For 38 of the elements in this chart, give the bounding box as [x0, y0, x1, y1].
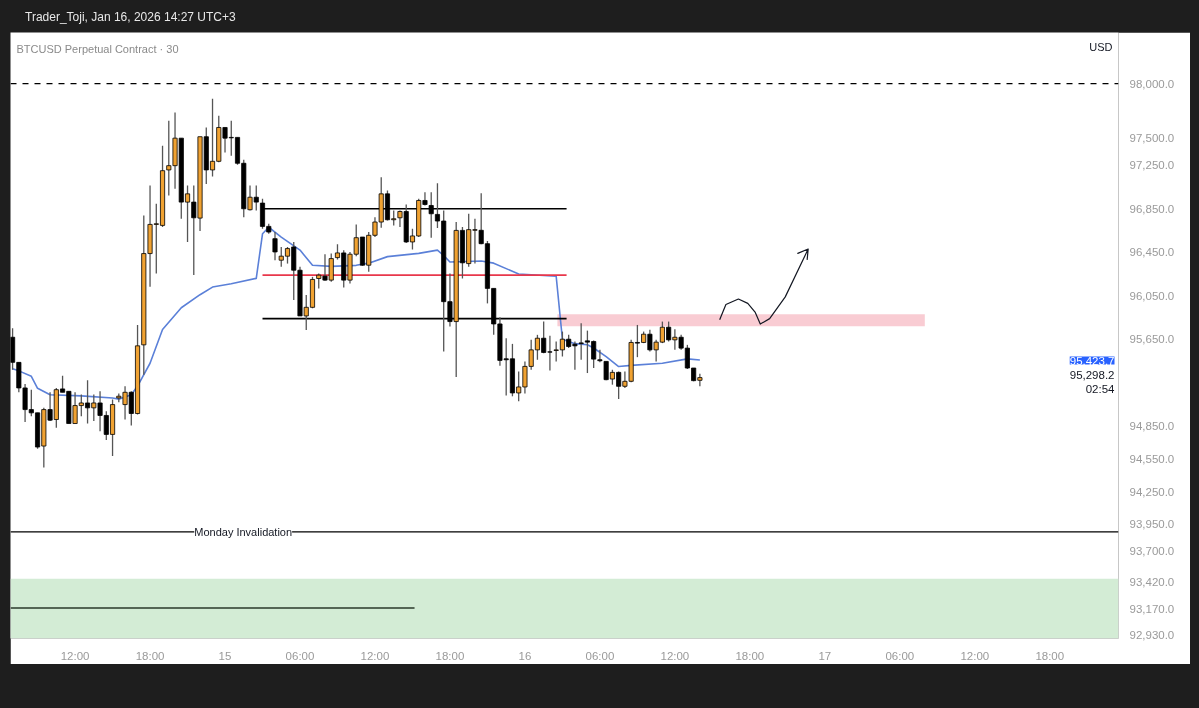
y-tick-label: 97,250.0 — [1129, 159, 1175, 172]
y-tick-label: 96,450.0 — [1129, 246, 1175, 259]
candlestick — [272, 231, 278, 261]
y-tick-label: 93,950.0 — [1129, 518, 1175, 531]
y-tick-label: 96,050.0 — [1129, 289, 1175, 302]
y-tick-label: 96,850.0 — [1129, 202, 1175, 215]
y-tick-label: 92,930.0 — [1129, 629, 1175, 642]
y-tick-label: 94,250.0 — [1129, 485, 1175, 498]
annotation: 02:54 — [1085, 382, 1116, 395]
y-tick-label: 98,000.0 — [1129, 77, 1175, 90]
x-tick-label: 15 — [218, 649, 232, 662]
x-tick-label: 18:00 — [435, 649, 465, 662]
x-tick-label: 12:00 — [960, 649, 990, 662]
x-tick-label: 18:00 — [735, 649, 765, 662]
ref-line-label: Monday Invalidation — [194, 525, 293, 538]
x-tick-label: 06:00 — [885, 649, 915, 662]
y-tick-label: 95,650.0 — [1129, 333, 1175, 346]
line-series — [719, 248, 809, 325]
x-tick-label: 16 — [518, 649, 532, 662]
x-tick-label: 12:00 — [360, 649, 390, 662]
x-tick-label: 17 — [818, 649, 832, 662]
chart-subtitle: Trader_Toji, Jan 16, 2026 14:27 UTC+3 — [25, 9, 236, 26]
x-tick-label: 06:00 — [285, 649, 315, 662]
x-tick-label: 12:00 — [60, 649, 90, 662]
y-tick-label: 94,550.0 — [1129, 452, 1175, 465]
x-tick-label: 06:00 — [585, 649, 615, 662]
annotation: 95,423.7 — [1069, 354, 1115, 367]
y-tick-label: 93,170.0 — [1129, 603, 1175, 616]
annotation: 95,298.2 — [1069, 368, 1115, 381]
x-tick-label: 12:00 — [660, 649, 690, 662]
y-tick-label: 93,420.0 — [1129, 575, 1175, 588]
y-axis-title: USD — [1089, 40, 1113, 53]
x-tick-label: 18:00 — [1035, 649, 1065, 662]
y-tick-label: 93,700.0 — [1129, 545, 1175, 558]
text: BTCUSD Perpetual Contract · 30 — [16, 42, 179, 55]
y-tick-label: 94,850.0 — [1129, 420, 1175, 433]
x-tick-label: 18:00 — [135, 649, 165, 662]
y-tick-label: 97,500.0 — [1129, 132, 1175, 145]
